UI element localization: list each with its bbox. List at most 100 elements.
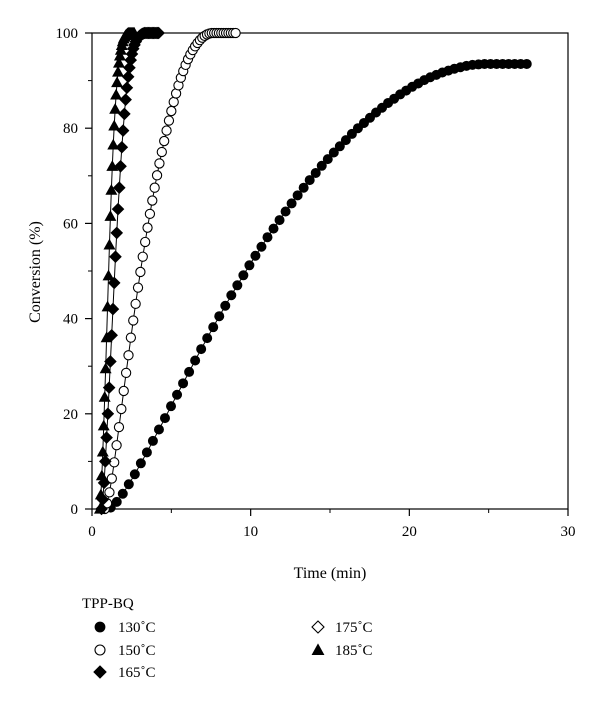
x-tick-label: 30 bbox=[561, 524, 576, 540]
data-point bbox=[208, 322, 219, 333]
y-tick-label: 20 bbox=[63, 407, 78, 423]
series-circle-open bbox=[99, 27, 241, 515]
data-point bbox=[100, 331, 113, 343]
data-point bbox=[147, 195, 158, 206]
data-point bbox=[130, 298, 141, 309]
legend-label: 150˚C bbox=[118, 643, 156, 659]
legend-item: 165˚C bbox=[93, 665, 156, 681]
data-point bbox=[99, 362, 112, 374]
data-point bbox=[123, 61, 136, 75]
data-point bbox=[104, 210, 117, 221]
series-circle-filled bbox=[99, 58, 532, 514]
data-point bbox=[268, 223, 279, 234]
data-point bbox=[196, 344, 207, 355]
data-point bbox=[328, 147, 339, 158]
data-point bbox=[161, 125, 172, 136]
data-point bbox=[137, 251, 148, 262]
y-tick-label: 0 bbox=[71, 502, 79, 518]
data-point bbox=[105, 183, 118, 195]
legend-item: 175˚C bbox=[311, 620, 373, 636]
data-point bbox=[340, 135, 351, 146]
data-point bbox=[244, 260, 255, 271]
data-point bbox=[144, 208, 156, 220]
data-point bbox=[118, 385, 129, 397]
legend: TPP-BQ 130˚C 150˚C 165˚C 175˚C 185˚C bbox=[82, 596, 373, 681]
data-point bbox=[151, 170, 163, 181]
data-point bbox=[168, 96, 179, 108]
data-point bbox=[156, 146, 167, 158]
data-point bbox=[116, 124, 130, 137]
data-point bbox=[256, 241, 267, 252]
legend-label: 175˚C bbox=[335, 620, 373, 636]
y-tick-label: 40 bbox=[63, 312, 78, 328]
data-point bbox=[292, 190, 303, 201]
legend-marker bbox=[94, 621, 106, 633]
data-point bbox=[106, 473, 117, 484]
data-point bbox=[304, 175, 315, 186]
data-point bbox=[116, 403, 127, 415]
data-point bbox=[121, 70, 135, 84]
data-point bbox=[96, 445, 109, 457]
data-point bbox=[110, 226, 124, 240]
y-axis-title: Conversion (%) bbox=[27, 221, 44, 323]
data-point bbox=[117, 488, 128, 499]
legend-item: 150˚C bbox=[94, 643, 156, 659]
data-point bbox=[153, 424, 164, 435]
data-point bbox=[149, 182, 160, 193]
legend-marker bbox=[311, 620, 325, 634]
data-point bbox=[101, 300, 114, 312]
data-point bbox=[184, 366, 195, 377]
data-point bbox=[159, 413, 170, 424]
data-point bbox=[214, 311, 225, 322]
data-point bbox=[98, 391, 111, 402]
data-point bbox=[113, 49, 126, 61]
series-triangle-filled bbox=[93, 26, 141, 514]
x-tick-label: 0 bbox=[88, 524, 96, 540]
legend-label: 185˚C bbox=[335, 643, 373, 659]
data-point bbox=[250, 250, 261, 261]
y-tick-label: 60 bbox=[63, 216, 78, 232]
data-point bbox=[113, 421, 125, 433]
data-point bbox=[120, 81, 134, 95]
y-tick-label: 80 bbox=[63, 121, 78, 137]
data-point bbox=[111, 76, 124, 88]
data-point bbox=[232, 280, 243, 291]
data-point bbox=[109, 457, 120, 468]
data-point bbox=[322, 154, 333, 165]
data-point bbox=[141, 447, 152, 458]
data-point bbox=[142, 222, 153, 233]
x-tick-label: 10 bbox=[243, 524, 258, 540]
data-point bbox=[112, 65, 124, 77]
data-point bbox=[119, 93, 132, 106]
data-point bbox=[123, 350, 134, 361]
data-point bbox=[334, 141, 345, 152]
legend-marker bbox=[93, 665, 107, 679]
legend-marker bbox=[311, 643, 325, 655]
data-point bbox=[120, 367, 132, 379]
legend-item: 185˚C bbox=[311, 643, 373, 659]
data-point bbox=[230, 27, 241, 39]
data-point bbox=[111, 202, 125, 216]
data-point bbox=[132, 282, 144, 293]
data-point bbox=[107, 138, 120, 150]
data-point bbox=[220, 300, 231, 311]
data-point bbox=[110, 88, 123, 100]
data-point bbox=[521, 58, 532, 69]
data-point bbox=[97, 419, 110, 431]
data-point bbox=[111, 440, 122, 451]
data-point bbox=[104, 487, 115, 498]
data-point bbox=[280, 206, 291, 217]
plot-frame bbox=[91, 32, 569, 510]
data-point bbox=[286, 198, 297, 209]
data-point bbox=[190, 355, 201, 366]
data-point bbox=[346, 128, 357, 139]
data-point bbox=[112, 181, 126, 194]
data-point bbox=[114, 159, 127, 173]
data-point bbox=[316, 160, 327, 171]
x-tick-label: 20 bbox=[402, 524, 417, 540]
data-point bbox=[262, 232, 273, 243]
data-point bbox=[106, 160, 119, 171]
data-point bbox=[226, 290, 237, 301]
data-point bbox=[109, 250, 122, 264]
